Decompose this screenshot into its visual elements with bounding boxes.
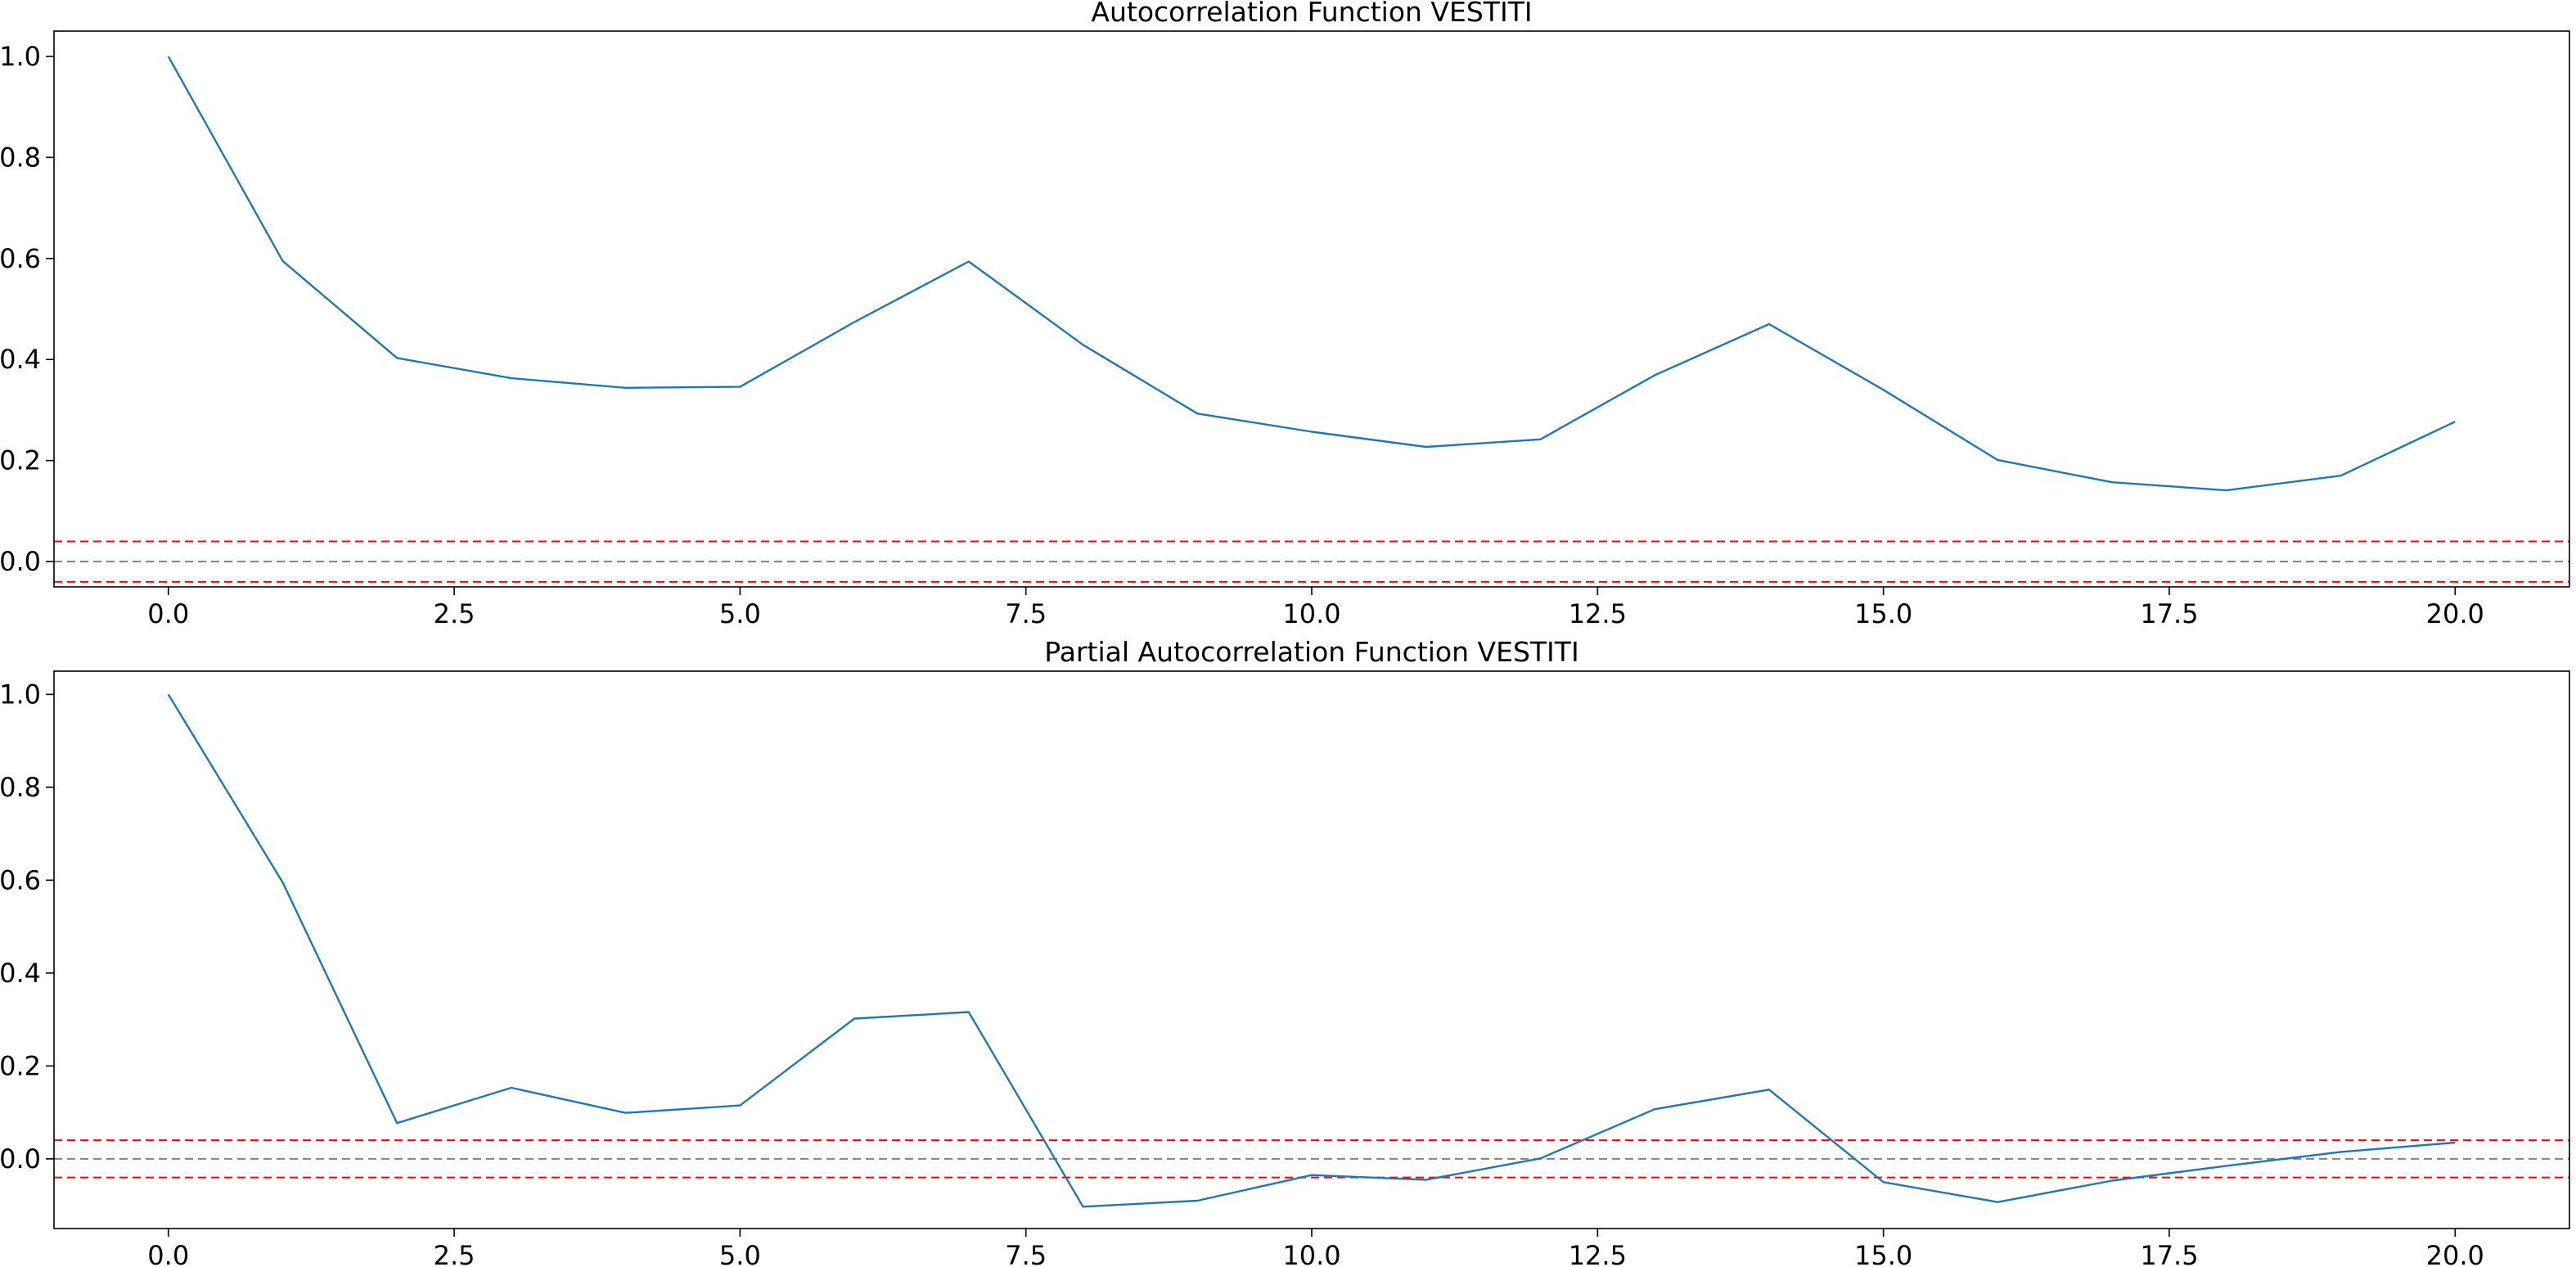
- pacf-y-tick-label: 1.0: [0, 679, 41, 710]
- acf-x-tick-label: 2.5: [434, 598, 475, 629]
- pacf-y-tick-label: 0.0: [0, 1143, 41, 1175]
- acf-y-tick-label: 0.4: [0, 344, 41, 375]
- pacf-x-tick-label: 7.5: [1005, 1240, 1047, 1267]
- pacf-x-tick-label: 2.5: [434, 1240, 475, 1267]
- acf-x-tick-label: 7.5: [1005, 598, 1047, 629]
- acf-y-tick-label: 0.0: [0, 546, 41, 577]
- pacf-x-tick-label: 12.5: [1569, 1240, 1627, 1267]
- acf-x-tick-label: 5.0: [719, 598, 761, 629]
- acf-x-tick-label: 0.0: [147, 598, 189, 629]
- acf-x-tick-label: 15.0: [1854, 598, 1912, 629]
- pacf-chart-title: Partial Autocorrelation Function VESTITI: [1044, 636, 1578, 668]
- pacf-axes-frame: [53, 670, 2570, 1229]
- pacf-y-tick-label: 0.4: [0, 958, 41, 989]
- pacf-x-tick-label: 5.0: [719, 1240, 761, 1267]
- acf-x-tick-label: 20.0: [2426, 598, 2484, 629]
- acf-panel: Autocorrelation Function VESTITI 0.0 2.5 5.…: [0, 0, 2570, 629]
- pacf-y-tick-label: 0.2: [0, 1050, 41, 1081]
- pacf-y-tick-label: 0.6: [0, 864, 41, 895]
- pacf-panel: Partial Autocorrelation Function VESTITI…: [0, 636, 2570, 1267]
- acf-y-tick-label: 0.6: [0, 243, 41, 274]
- acf-axes-frame: [53, 30, 2570, 588]
- acf-x-tick-label: 17.5: [2140, 598, 2198, 629]
- pacf-series-line-0: [167, 693, 2456, 1208]
- acf-x-tick-label: 12.5: [1569, 598, 1627, 629]
- pacf-x-tick-label: 20.0: [2426, 1240, 2484, 1267]
- pacf-x-tick-label: 10.0: [1282, 1240, 1340, 1267]
- pacf-x-tick-label: 15.0: [1854, 1240, 1912, 1267]
- pacf-x-tick-label: 17.5: [2140, 1240, 2198, 1267]
- pacf-y-tick-label: 0.8: [0, 772, 41, 803]
- pacf-x-tick-label: 0.0: [147, 1240, 189, 1267]
- acf-y-tick-label: 1.0: [0, 41, 41, 72]
- acf-y-tick-label: 0.8: [0, 142, 41, 173]
- acf-chart-title: Autocorrelation Function VESTITI: [1091, 0, 1532, 28]
- acf-x-tick-label: 10.0: [1282, 598, 1340, 629]
- acf-series-line-0: [167, 56, 2456, 492]
- acf-y-tick-label: 0.2: [0, 445, 41, 476]
